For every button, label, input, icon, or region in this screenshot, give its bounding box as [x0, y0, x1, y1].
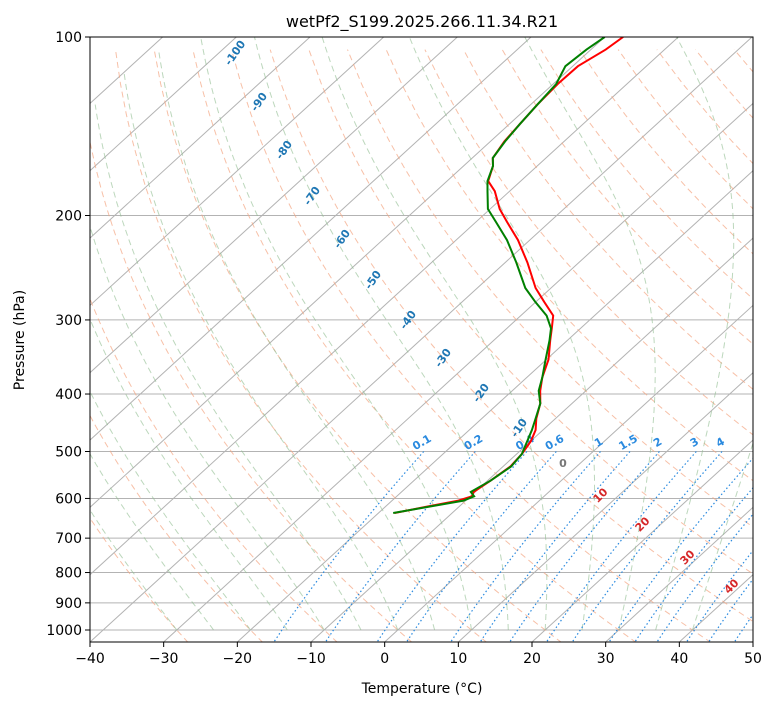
- dry-adiabat-line: [463, 49, 753, 390]
- isotherm-line: [162, 102, 753, 642]
- mixing-ratio-line: [273, 451, 425, 642]
- isotherm-line: [90, 37, 753, 642]
- dry-adiabat-line: [347, 49, 753, 528]
- moist-adiabat-line: [94, 104, 362, 631]
- x-axis-ticks: −40 −30 −20 −10 0 10 20 30 40 50: [75, 642, 762, 667]
- sounding-profiles: [393, 37, 624, 514]
- moist-adiabat-line: [655, 37, 735, 631]
- isotherm-line: [604, 506, 753, 642]
- x-tick-label: 50: [744, 651, 762, 667]
- mixing-ratio-line: [634, 486, 753, 642]
- dry-adiabat-line: [540, 49, 753, 300]
- x-tick-label: 0: [380, 651, 389, 667]
- isotherm-line: [531, 439, 753, 642]
- mixing-ratio-line: [608, 457, 753, 642]
- plot-frame: [89, 36, 754, 643]
- moist-adiabat-line: [158, 49, 436, 631]
- x-tick-label: 30: [597, 651, 615, 667]
- moist-adiabat-line: [524, 37, 656, 631]
- dry-adiabat-line: [231, 49, 712, 642]
- dry-adiabat-line: [90, 517, 189, 642]
- mixing-ratio-line: [763, 452, 775, 643]
- x-tick-label: 40: [670, 651, 688, 667]
- isotherm-line: [236, 170, 753, 642]
- moist-adiabat-line: [90, 224, 325, 631]
- moist-adiabat-line: [692, 441, 753, 631]
- y-tick-label: 300: [55, 313, 82, 329]
- x-tick-label: 20: [523, 651, 541, 667]
- isotherm-line: [90, 37, 311, 239]
- mixing-ratio-line: [545, 451, 697, 642]
- isotherm-line: [90, 37, 679, 576]
- dry-adiabat-line: [424, 49, 753, 436]
- y-tick-label: 100: [55, 30, 82, 46]
- isotherm-line: [310, 237, 753, 642]
- dry-adiabat-line: [269, 49, 753, 623]
- y-tick-label: 700: [55, 531, 82, 547]
- moist-adiabat-line: [200, 37, 472, 631]
- dry-adiabat-line: [501, 49, 753, 345]
- mixing-ratio-line: [449, 451, 601, 642]
- moist-adiabat-line: [408, 37, 595, 631]
- y-tick-label: 600: [55, 491, 82, 507]
- isotherm-line: [90, 37, 237, 172]
- zero-label: 0: [559, 457, 567, 470]
- x-tick-label: −40: [75, 651, 105, 667]
- mixing-ratio-line: [405, 451, 557, 642]
- x-tick-label: −20: [223, 651, 253, 667]
- moist-adiabat-line: [90, 390, 251, 631]
- dry-adiabat-line: [90, 414, 264, 642]
- background-lines: [90, 37, 775, 643]
- mixing-ratio-line: [324, 451, 476, 642]
- x-tick-label: −30: [149, 651, 179, 667]
- dry-adiabat-line: [385, 49, 753, 482]
- y-tick-label: 400: [55, 387, 82, 403]
- y-tick-label: 500: [55, 444, 82, 460]
- mixing-ratio-line: [571, 451, 723, 642]
- dry-adiabat-line: [90, 139, 413, 642]
- moist-adiabat-line: [90, 317, 288, 631]
- dewpoint-line: [393, 37, 606, 514]
- y-tick-label: 900: [55, 596, 82, 612]
- isotherm-line: [457, 372, 753, 642]
- x-axis-label: Temperature (°C): [361, 681, 483, 697]
- x-tick-label: 10: [449, 651, 467, 667]
- isotherm-line: [752, 641, 753, 642]
- dry-adiabat-line: [90, 297, 338, 642]
- moist-adiabat-line: [254, 37, 509, 631]
- dry-adiabat-line: [153, 49, 562, 642]
- y-axis-label: Pressure (hPa): [12, 290, 28, 390]
- dry-adiabat-line: [115, 49, 488, 642]
- isotherm-line: [90, 37, 385, 307]
- isotherm-line: [383, 304, 753, 642]
- isotherm-line: [90, 37, 532, 441]
- y-axis-ticks: 100 200 300 400 500 600 700 800 900 1000: [46, 30, 90, 639]
- mixing-ratio-line: [479, 451, 631, 642]
- mixing-ratio-line: [376, 451, 528, 642]
- mixing-ratio-line: [508, 451, 660, 642]
- isotherm-line: [90, 37, 606, 509]
- y-tick-label: 200: [55, 209, 82, 225]
- y-tick-label: 800: [55, 566, 82, 582]
- moist-adiabat-line: [123, 72, 399, 631]
- x-tick-label: −10: [296, 651, 326, 667]
- dry-adiabat-line: [308, 49, 753, 575]
- dry-adiabat-line: [192, 49, 637, 642]
- chart-title: wetPf2_S199.2025.266.11.34.R21: [286, 12, 558, 32]
- isotherm-line: [90, 37, 458, 374]
- y-tick-label: 1000: [46, 623, 82, 639]
- mixing-ratio-label: 6: [751, 435, 764, 450]
